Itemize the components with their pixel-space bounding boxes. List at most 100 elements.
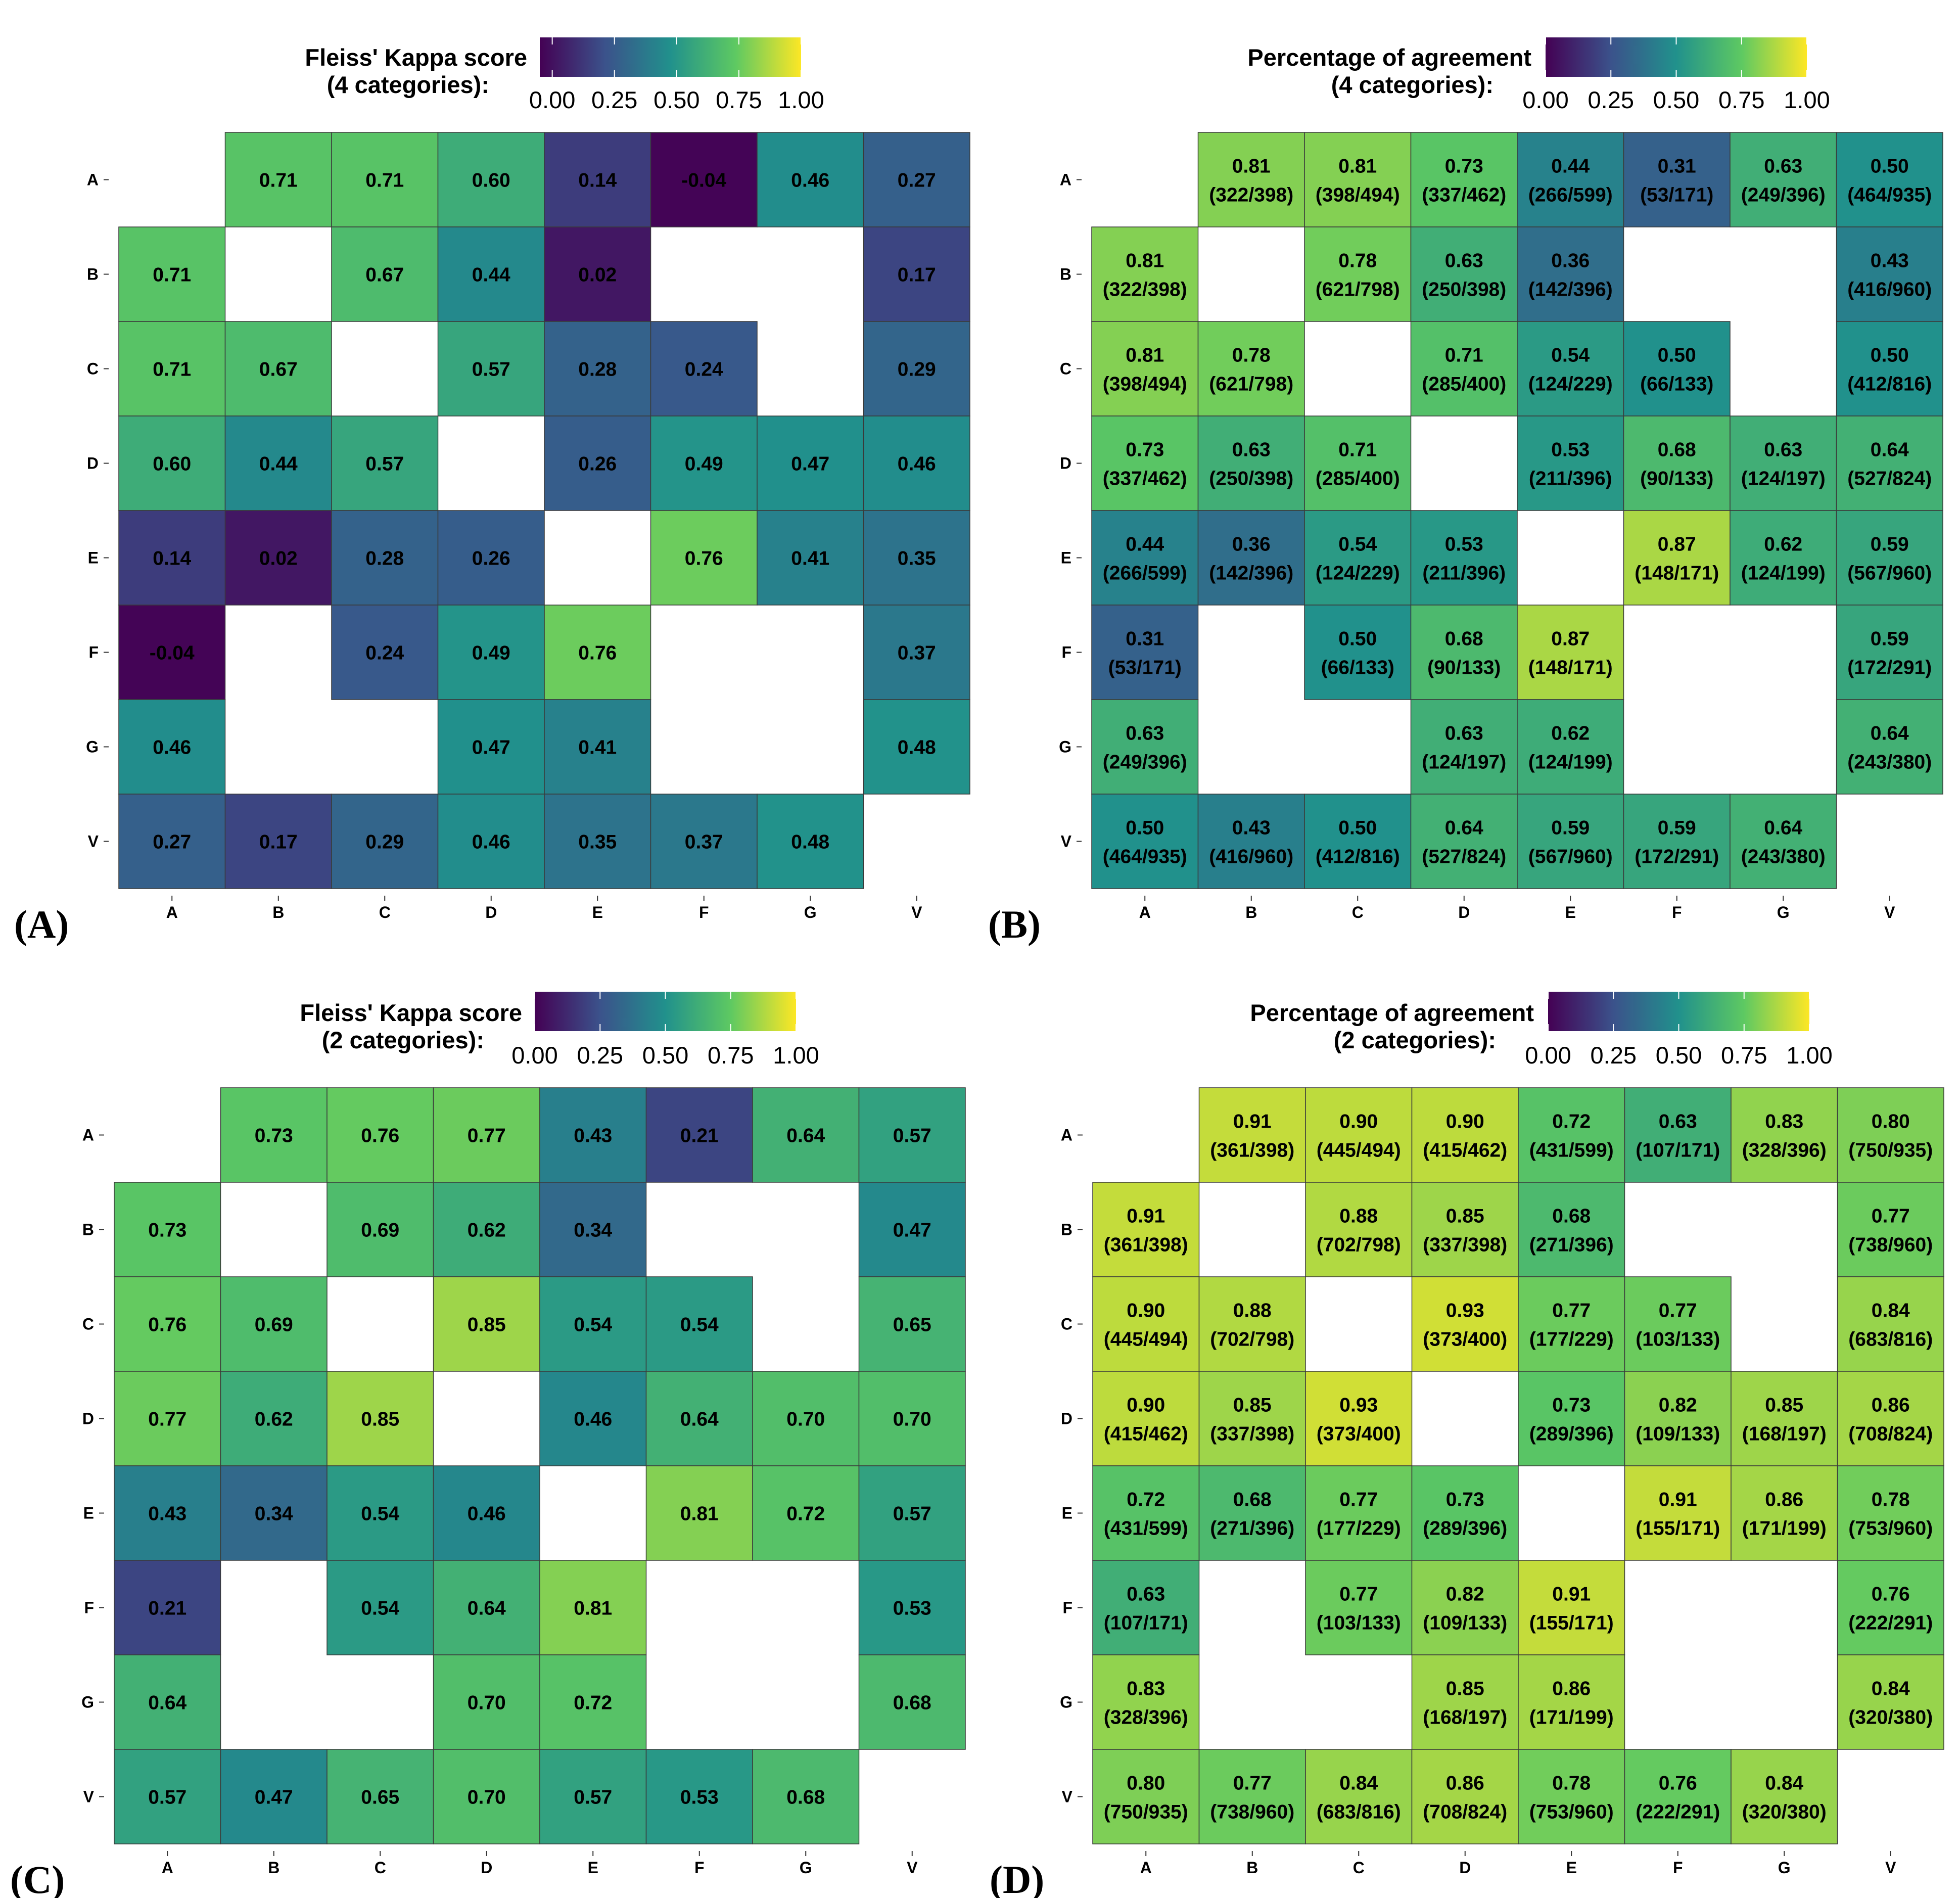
cell-value-label: 0.71 — [1445, 345, 1483, 366]
heatmap-cell-E-B — [224, 510, 332, 606]
heatmap-cell-F-V — [863, 605, 970, 700]
cell-value-label: 0.80 — [1872, 1111, 1910, 1133]
y-tick-label: G — [1060, 1693, 1072, 1711]
cell-count-label: (250/398) — [1209, 468, 1293, 490]
cell-value-label: 0.70 — [893, 1409, 931, 1430]
heatmap-cell-D-C — [1304, 415, 1412, 511]
colorbar-tick-label: 0.25 — [591, 86, 637, 113]
heatmap-cell-G-D — [433, 1654, 540, 1750]
heatmap-cell-E-D — [437, 510, 545, 606]
heatmap-cell-E-B — [220, 1465, 328, 1561]
heatmap-cell-F-C — [331, 605, 439, 700]
x-tick-label: F — [699, 903, 709, 921]
heatmap-cell-F-D — [1411, 1560, 1519, 1655]
cell-value-label: 0.70 — [468, 1787, 506, 1809]
cell-count-label: (53/171) — [1108, 657, 1182, 679]
cell-count-label: (222/291) — [1848, 1612, 1933, 1634]
colorbar-tick-label: 0.00 — [511, 1042, 557, 1069]
cell-value-label: 0.73 — [1446, 1489, 1484, 1511]
cell-value-label: 0.76 — [148, 1314, 186, 1336]
cell-count-label: (753/960) — [1848, 1518, 1933, 1540]
cell-count-label: (415/462) — [1423, 1140, 1507, 1162]
cell-value-label: 0.84 — [1339, 1773, 1378, 1794]
cell-count-label: (567/960) — [1528, 846, 1613, 868]
heatmap-cell-V-F — [650, 794, 758, 889]
panel-label: (C) — [10, 1858, 65, 1898]
cell-count-label: (124/229) — [1316, 563, 1400, 584]
heatmap-cell-F-E — [1518, 1560, 1625, 1655]
cell-value-label: 0.85 — [1765, 1395, 1803, 1416]
heatmap-cell-V-G — [1731, 1749, 1838, 1844]
cell-count-label: (337/462) — [1422, 184, 1506, 206]
panel-label: (B) — [988, 902, 1041, 946]
heatmap-cell-E-F — [645, 1465, 753, 1561]
colorbar — [540, 37, 801, 77]
cell-value-label: 0.24 — [365, 642, 404, 664]
heatmap-cell-C-B — [1198, 1276, 1306, 1372]
cell-value-label: 0.63 — [1445, 250, 1483, 272]
x-tick-label: F — [694, 1859, 705, 1877]
cell-count-label: (142/396) — [1528, 279, 1613, 301]
cell-count-label: (527/824) — [1422, 846, 1506, 868]
cell-value-label: 0.91 — [1552, 1584, 1591, 1605]
heatmap-cell-D-B — [1198, 1371, 1306, 1466]
legend-title: Fleiss' Kappa score — [305, 44, 527, 71]
heatmap-cell-V-A — [118, 794, 226, 889]
cell-value-label: 0.37 — [898, 642, 936, 664]
heatmap-cell-G-E — [1517, 699, 1624, 795]
x-tick-label: G — [1777, 903, 1790, 921]
heatmap-cell-D-F — [1624, 1371, 1732, 1466]
x-tick-label: V — [1885, 1859, 1896, 1877]
cell-count-label: (431/599) — [1104, 1518, 1188, 1540]
cell-count-label: (66/133) — [1640, 374, 1713, 395]
heatmap-cell-C-E — [539, 1276, 647, 1372]
heatmap-cell-F-C — [1304, 605, 1412, 700]
cell-value-label: 0.88 — [1233, 1300, 1272, 1322]
heatmap-cell-E-F — [1624, 1465, 1732, 1561]
cell-count-label: (683/816) — [1317, 1801, 1401, 1823]
cell-value-label: 0.90 — [1127, 1395, 1165, 1416]
cell-value-label: 0.70 — [786, 1409, 825, 1430]
colorbar-tick-label: 0.75 — [708, 1042, 754, 1069]
heatmap-cell-A-C — [1305, 1087, 1413, 1183]
cell-value-label: 0.73 — [1126, 439, 1164, 461]
cell-count-label: (177/229) — [1317, 1518, 1401, 1540]
cell-value-label: 0.26 — [578, 453, 617, 475]
heatmap-cell-C-D — [433, 1276, 540, 1372]
y-tick-label: C — [1060, 360, 1071, 378]
cell-value-label: 0.71 — [1338, 439, 1377, 461]
cell-value-label: 0.14 — [153, 548, 191, 570]
legend-title: (4 categories): — [327, 71, 489, 98]
heatmap-cell-G-D — [1411, 1654, 1519, 1750]
cell-value-label: 0.77 — [148, 1409, 186, 1430]
heatmap-cell-V-D — [1410, 794, 1518, 889]
cell-value-label: 0.77 — [1872, 1206, 1910, 1227]
heatmap-cell-C-F — [650, 321, 758, 416]
cell-count-label: (211/396) — [1529, 468, 1612, 490]
cell-value-label: 0.77 — [1339, 1584, 1378, 1605]
heatmap-cell-A-G — [757, 132, 864, 227]
heatmap-cell-A-D — [433, 1087, 540, 1183]
heatmap-cell-D-G — [1731, 1371, 1838, 1466]
y-tick-label: C — [1061, 1315, 1072, 1333]
cell-value-label: 0.83 — [1127, 1678, 1165, 1700]
cell-value-label: 0.44 — [259, 453, 298, 475]
heatmap-cell-D-E — [544, 415, 651, 511]
heatmap-cell-D-F — [645, 1371, 753, 1466]
cell-value-label: 0.93 — [1339, 1395, 1378, 1416]
heatmap-cell-G-A — [1092, 1654, 1200, 1750]
cell-value-label: 0.85 — [468, 1314, 506, 1336]
cell-count-label: (416/960) — [1209, 846, 1293, 868]
heatmap-cell-F-D — [1410, 605, 1518, 700]
cell-value-label: 0.64 — [786, 1125, 825, 1147]
heatmap-cell-C-V — [1837, 1276, 1944, 1372]
cell-value-label: 0.80 — [1127, 1773, 1165, 1794]
cell-value-label: -0.04 — [150, 642, 195, 664]
heatmap-cell-D-B — [220, 1371, 328, 1466]
heatmap-cell-F-C — [1305, 1560, 1413, 1655]
heatmap-cell-V-G — [752, 1749, 860, 1844]
heatmap-cell-B-D — [1411, 1182, 1519, 1277]
heatmap-cell-A-E — [544, 132, 651, 227]
cell-count-label: (155/171) — [1636, 1518, 1720, 1540]
cell-count-label: (211/396) — [1422, 563, 1506, 584]
